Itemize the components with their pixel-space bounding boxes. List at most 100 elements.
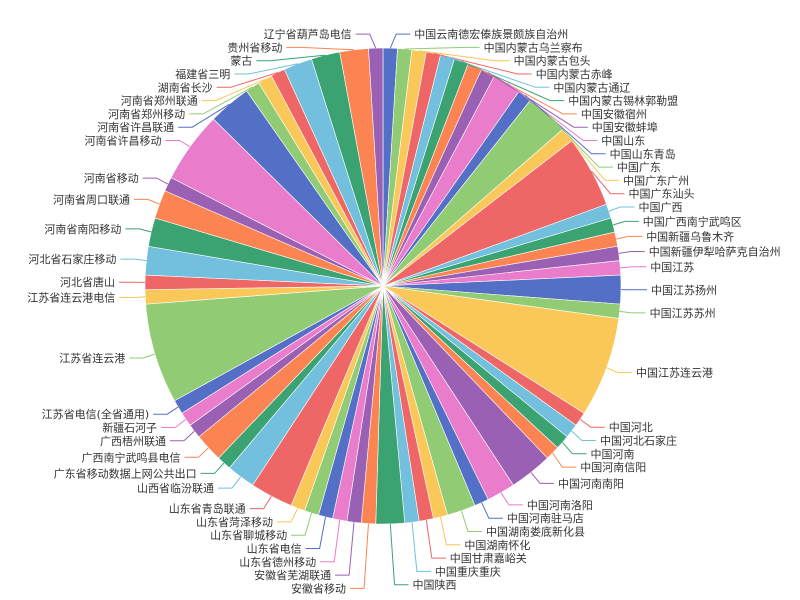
slice-label: 河南省郑州联通 <box>121 94 198 108</box>
label-leader-line <box>404 46 480 50</box>
label-leader-line <box>178 103 230 128</box>
slice-label: 河南省移动 <box>84 172 139 185</box>
slice-label: 中国安徽蚌埠 <box>592 120 658 134</box>
label-leader-line <box>216 72 279 88</box>
slice-label: 广东省移动数据上网公共出口 <box>54 466 197 480</box>
label-leader-line <box>389 523 409 586</box>
slice-label: 中国河北 <box>609 421 653 434</box>
pie-slices <box>144 47 622 525</box>
label-leader-line <box>433 52 532 75</box>
slice-label: 河南省郑州移动 <box>108 107 185 121</box>
label-leader-line <box>134 198 160 205</box>
label-leader-line <box>305 516 326 549</box>
slice-label: 蒙古 <box>230 55 252 68</box>
slice-label: 中国湖南娄底新化县 <box>486 525 585 539</box>
label-leader-line <box>530 472 554 484</box>
label-leader-line <box>184 447 209 458</box>
label-leader-line <box>524 94 606 155</box>
slice-label: 河南省许昌联通 <box>97 121 174 134</box>
slice-label: 中国内蒙古锡林郭勒盟 <box>568 94 678 108</box>
slice-label: 安徽省芜湖联通 <box>254 568 331 582</box>
label-leader-line <box>189 86 253 115</box>
slice-label: 中国江苏连云港 <box>636 367 713 380</box>
label-leader-line <box>355 33 377 49</box>
slice-label: 中国广东广州 <box>623 174 689 187</box>
slice-label: 中国河南信阳 <box>580 461 646 474</box>
slice-label: 河北省石家庄移动 <box>28 252 116 266</box>
label-leader-line <box>161 419 187 428</box>
label-leader-line <box>389 33 411 49</box>
label-leader-line <box>201 78 266 102</box>
slice-label: 中国内蒙古包头 <box>514 54 591 68</box>
label-leader-line <box>618 251 645 254</box>
slice-label: 福建省三明 <box>175 67 230 81</box>
slice-label: 中国陕西 <box>413 578 457 592</box>
slice-label: 辽宁省葫芦岛电信 <box>264 27 352 41</box>
label-leader-line <box>460 510 482 532</box>
slice-label: 中国新疆乌鲁木齐 <box>646 229 734 243</box>
label-leader-line <box>286 46 355 51</box>
label-leader-line <box>218 476 242 489</box>
slice-label: 中国安徽宿州 <box>581 107 647 121</box>
slice-label: 山东省聊城移动 <box>210 528 287 542</box>
slice-label: 中国广西 <box>639 201 683 214</box>
slice-label: 湖南省长沙 <box>158 81 213 94</box>
label-leader-line <box>142 177 169 185</box>
slice-label: 贵州省移动 <box>227 41 282 54</box>
pie-slice[interactable] <box>368 47 384 287</box>
label-leader-line <box>440 516 461 546</box>
slice-label: 中国江苏苏州 <box>650 307 716 320</box>
slice-label: 广西梧州联通 <box>100 434 166 448</box>
label-leader-line <box>566 134 620 181</box>
slice-label: 安徽省移动 <box>291 581 346 595</box>
slice-label: 江苏省连云港电信 <box>27 292 115 305</box>
label-leader-line <box>620 266 647 269</box>
slice-label: 广西南宁武鸣县电信 <box>82 450 181 464</box>
label-leader-line <box>606 367 632 374</box>
slice-label: 中国山东青岛 <box>610 147 676 161</box>
label-leader-line <box>481 502 503 519</box>
slice-label: 中国河北石家庄 <box>600 434 677 448</box>
label-leader-line <box>129 353 156 359</box>
slice-label: 中国云南德宏傣族景颇族自治州 <box>414 27 568 41</box>
label-leader-line <box>320 519 341 563</box>
slice-label: 中国河南 <box>591 448 635 461</box>
label-leader-line <box>277 507 299 523</box>
label-leader-line <box>419 50 510 62</box>
slice-label: 新疆石河子 <box>102 421 157 435</box>
slice-label: 江苏省连云港 <box>59 352 125 365</box>
label-leader-line <box>200 462 225 474</box>
slice-label: 山东省电信 <box>247 543 302 556</box>
label-leader-line <box>619 310 646 314</box>
slice-label: 中国广东 <box>617 161 661 174</box>
slice-label: 中国河南南阳 <box>558 477 624 490</box>
slice-label: 中国广东汕头 <box>629 188 695 201</box>
label-leader-line <box>616 235 643 240</box>
slice-label: 河南省周口联通 <box>53 193 130 206</box>
slice-label: 中国内蒙古赤峰 <box>536 67 613 81</box>
label-leader-line <box>591 170 625 195</box>
label-leader-line <box>562 442 587 455</box>
label-leader-line <box>612 220 639 226</box>
slice-label: 河南省许昌移动 <box>85 135 162 148</box>
label-leader-line <box>153 406 179 415</box>
slice-label: 山东省菏泽移动 <box>196 516 273 529</box>
label-leader-line <box>552 452 577 468</box>
slice-label: 中国新疆伊犁哈萨克自治州 <box>649 245 781 259</box>
pie-labels: 中国云南德宏傣族景颇族自治州中国内蒙古乌兰察布中国内蒙古包头中国内蒙古赤峰中国内… <box>27 27 780 595</box>
slice-label: 中国河南洛阳 <box>527 498 593 512</box>
slice-label: 山东省德州移动 <box>239 555 316 569</box>
slice-label: 中国江苏扬州 <box>651 283 717 297</box>
label-leader-line <box>120 258 147 262</box>
label-leader-line <box>571 430 596 441</box>
slice-label: 山东省青岛联通 <box>169 502 246 516</box>
slice-label: 中国江苏 <box>650 261 694 274</box>
label-leader-line <box>170 430 195 442</box>
label-leader-line <box>165 140 191 148</box>
label-leader-line <box>291 512 312 536</box>
slice-label: 江苏省电信(全省通用) <box>42 407 150 421</box>
label-leader-line <box>335 522 355 576</box>
label-leader-line <box>500 492 523 506</box>
slice-label: 中国甘肃嘉峪关 <box>450 551 527 565</box>
label-leader-line <box>411 522 431 572</box>
